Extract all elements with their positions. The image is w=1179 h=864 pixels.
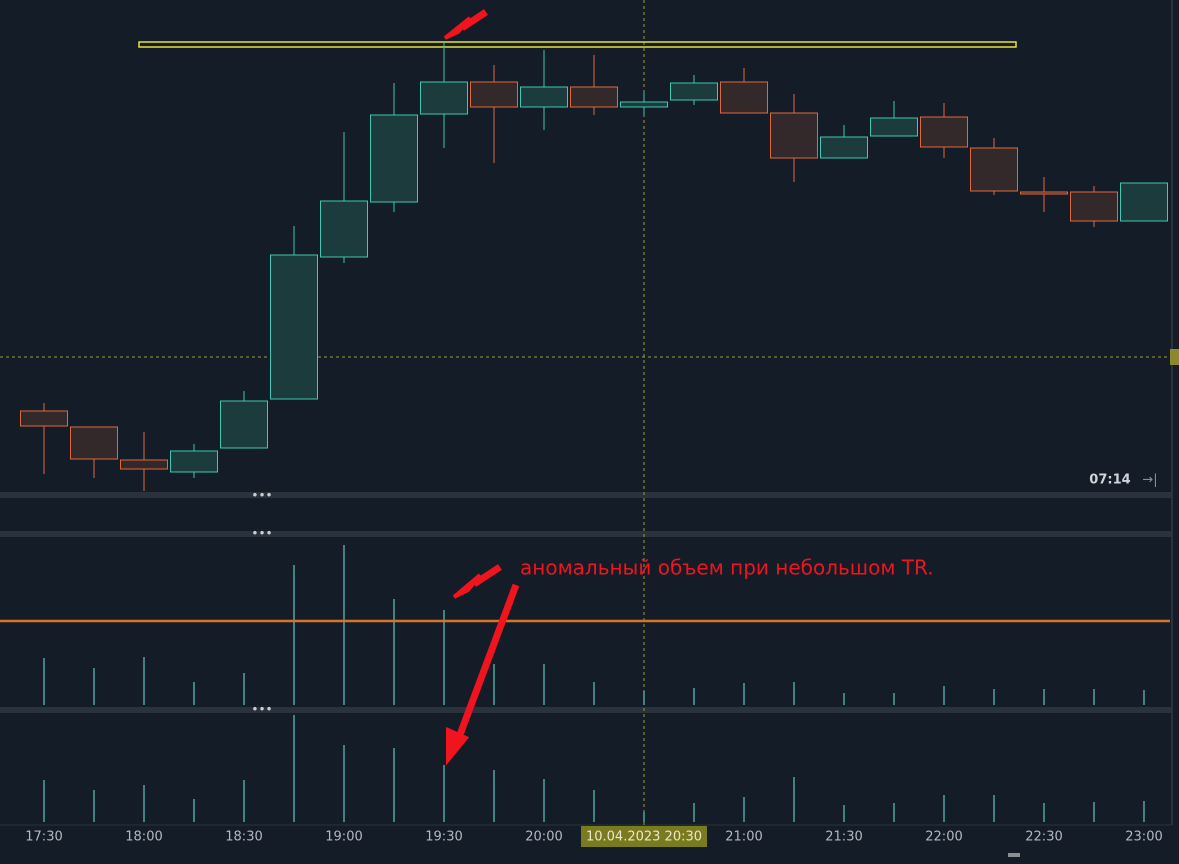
candle-body	[1070, 191, 1118, 222]
arrow	[454, 583, 520, 742]
candle-body	[920, 116, 968, 148]
candle-body	[720, 81, 768, 114]
separator[interactable]	[0, 707, 1172, 713]
crosshair-time-box	[581, 826, 707, 847]
price-marker	[1170, 349, 1179, 365]
arrow	[472, 564, 502, 587]
candle-body	[1020, 191, 1068, 195]
candle-body	[520, 86, 568, 108]
candle-body	[770, 112, 818, 159]
candle-body	[170, 450, 218, 473]
time-label: 22:00	[925, 830, 962, 845]
candle-body	[820, 136, 868, 159]
time-label: 23:00	[1125, 830, 1162, 845]
candle-body	[470, 81, 518, 108]
time-label: 20:00	[525, 830, 562, 845]
marks	[0, 0, 1179, 825]
candle-body	[570, 86, 618, 108]
candle-body	[670, 82, 718, 101]
candle-body	[370, 114, 418, 203]
time-label: 22:30	[1025, 830, 1062, 845]
arrows	[443, 9, 520, 766]
scroll-to-end[interactable]: →|	[1142, 473, 1157, 488]
arrow-head	[446, 726, 470, 766]
crosshair-time-label: 10.04.2023 20:30	[586, 830, 702, 845]
time-label: 19:00	[325, 830, 362, 845]
candle-body	[320, 200, 368, 258]
candle-body	[1120, 182, 1168, 222]
handle-dots[interactable]: •••	[251, 527, 272, 541]
time-label: 18:00	[125, 830, 162, 845]
candle-body	[620, 101, 668, 108]
candle-body	[970, 147, 1018, 192]
candle-body	[220, 400, 268, 449]
time-label: 19:30	[425, 830, 462, 845]
time-label: 21:00	[725, 830, 762, 845]
candle-body	[20, 410, 68, 427]
separator[interactable]	[0, 531, 1172, 537]
candle-body	[70, 426, 118, 460]
time-label: 18:30	[225, 830, 262, 845]
bar-timer: 07:14	[1089, 473, 1130, 488]
time-label: 17:30	[25, 830, 62, 845]
candle-body	[120, 459, 168, 470]
handle-dots[interactable]: •••	[251, 703, 272, 717]
scrollbar[interactable]	[1008, 853, 1020, 857]
separator[interactable]	[0, 492, 1172, 498]
arrow-head	[443, 16, 472, 40]
annotation: аномальный объем при небольшом TR.	[520, 556, 934, 580]
arrow-head	[452, 573, 482, 599]
level-box	[138, 41, 1017, 48]
handle-dots[interactable]: •••	[251, 489, 272, 503]
candle-body	[270, 254, 318, 400]
time-label: 21:30	[825, 830, 862, 845]
candle-body	[870, 117, 918, 137]
candle-body	[420, 81, 468, 115]
